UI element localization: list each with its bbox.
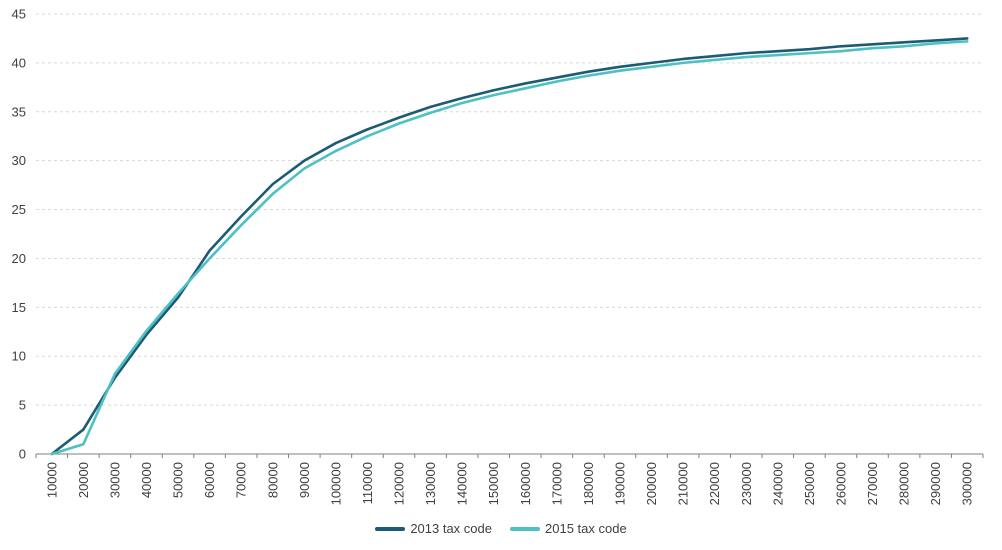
legend-item-2015-tax-code: 2015 tax code <box>510 521 627 537</box>
x-tick-label: 40000 <box>139 462 154 498</box>
x-tick-label: 140000 <box>455 462 470 505</box>
y-tick-label: 25 <box>12 202 26 217</box>
y-tick-label: 0 <box>19 447 26 462</box>
y-tick-label: 20 <box>12 251 26 266</box>
y-tick-label: 10 <box>12 349 26 364</box>
x-tick-label: 80000 <box>265 462 280 498</box>
legend: 2013 tax code 2015 tax code <box>0 521 1002 537</box>
x-tick-label: 150000 <box>486 462 501 505</box>
x-tick-label: 230000 <box>739 462 754 505</box>
series-line-2015-tax-code <box>50 40 969 456</box>
x-tick-label: 170000 <box>549 462 564 505</box>
x-tick-label: 20000 <box>76 462 91 498</box>
x-tick-label: 100000 <box>328 462 343 505</box>
x-tick-label: 250000 <box>802 462 817 505</box>
x-tick-label: 30000 <box>107 462 122 498</box>
series-2013-swatch <box>375 527 406 531</box>
y-tick-label: 45 <box>12 7 26 22</box>
y-tick-label: 40 <box>12 55 26 70</box>
x-tick-label: 210000 <box>676 462 691 505</box>
legend-label-2013: 2013 tax code <box>410 521 492 536</box>
x-tick-label: 200000 <box>644 462 659 505</box>
x-tick-label: 70000 <box>234 462 249 498</box>
y-tick-label: 35 <box>12 104 26 119</box>
x-tick-label: 220000 <box>707 462 722 505</box>
legend-label-2015: 2015 tax code <box>545 521 627 536</box>
x-tick-label: 10000 <box>44 462 59 498</box>
x-tick-label: 260000 <box>833 462 848 505</box>
x-tick-label: 50000 <box>171 462 186 498</box>
x-tick-label: 280000 <box>897 462 912 505</box>
x-tick-label: 240000 <box>770 462 785 505</box>
y-tick-label: 30 <box>12 153 26 168</box>
series-2015-swatch <box>510 527 540 531</box>
x-tick-label: 130000 <box>423 462 438 505</box>
x-tick-label: 160000 <box>518 462 533 505</box>
x-tick-label: 300000 <box>960 462 975 505</box>
legend-item-2013-tax-code: 2013 tax code <box>375 521 492 537</box>
x-tick-label: 60000 <box>202 462 217 498</box>
series-line-2013-tax-code <box>50 37 969 456</box>
x-tick-label: 180000 <box>581 462 596 505</box>
y-tick-label: 15 <box>12 300 26 315</box>
x-tick-label: 270000 <box>865 462 880 505</box>
y-tick-label: 5 <box>19 398 26 413</box>
x-tick-label: 290000 <box>928 462 943 505</box>
x-tick-label: 120000 <box>392 462 407 505</box>
x-tick-label: 190000 <box>612 462 627 505</box>
x-tick-label: 110000 <box>360 462 375 504</box>
x-tick-label: 90000 <box>297 462 312 498</box>
